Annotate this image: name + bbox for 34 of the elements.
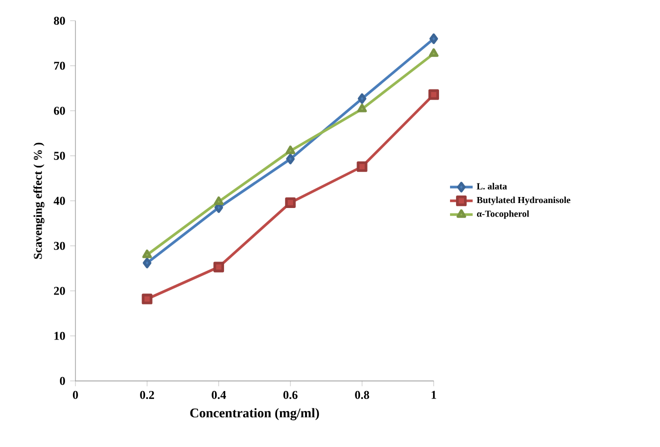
point [429, 33, 438, 44]
legend-label: α-Tocopherol [476, 210, 530, 219]
point [286, 154, 295, 164]
x-tick-label: 0.2 [140, 390, 154, 400]
point [142, 258, 152, 268]
point [428, 89, 440, 100]
legend-label: Butylated Hydroanisole [476, 196, 570, 206]
y-tick-label: 60 [54, 106, 65, 115]
point [428, 48, 438, 57]
point [358, 93, 366, 104]
y-tick-label: 20 [54, 286, 65, 295]
y-tick-label: 40 [54, 196, 65, 205]
point [356, 161, 368, 172]
y-tick-label: 70 [54, 62, 65, 70]
x-tick-label: 0.4 [212, 390, 226, 400]
y-axis-title: Scavenging effect ( % ) [33, 142, 44, 259]
point [214, 196, 224, 206]
point [213, 262, 224, 272]
x-axis-title: Concentration (mg/ml) [190, 408, 319, 420]
point [142, 294, 152, 304]
y-tick-label: 50 [54, 152, 65, 160]
point [285, 197, 296, 208]
y-tick-label: 10 [54, 332, 65, 340]
y-tick-label: 30 [54, 242, 65, 250]
point [142, 250, 152, 258]
legend-label: L. alata [476, 182, 507, 190]
point [286, 146, 296, 154]
point [357, 104, 367, 112]
x-tick-label: 0.8 [355, 390, 370, 400]
y-tick-label: 80 [54, 16, 65, 25]
x-tick-label: 0 [72, 390, 78, 399]
x-tick-label: 0.6 [283, 390, 298, 400]
y-tick-label: 0 [60, 376, 65, 385]
x-tick-label: 1 [432, 390, 436, 399]
